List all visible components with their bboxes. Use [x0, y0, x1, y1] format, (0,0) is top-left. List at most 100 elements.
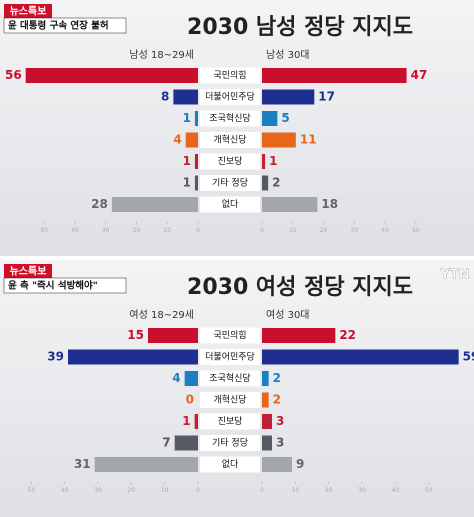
value-label: 1 — [183, 154, 191, 168]
banner-tag: 뉴스특보 — [10, 6, 47, 18]
banner-tag-bg — [4, 4, 52, 18]
bar — [94, 457, 198, 472]
bar — [185, 132, 198, 148]
x-tick-label: 10 — [161, 487, 169, 494]
value-label: 3 — [276, 436, 284, 450]
banner-headline-bg — [3, 17, 127, 34]
bar — [111, 197, 198, 212]
x-tick-label: 40 — [381, 227, 389, 234]
divider — [0, 256, 474, 260]
value-label: 8 — [161, 90, 169, 104]
bar — [262, 89, 315, 105]
category-label: 조국혁신당 — [209, 113, 250, 124]
bar — [262, 414, 272, 429]
category-label: 더불어민주당 — [205, 92, 255, 103]
bar — [262, 435, 272, 451]
value-label: 1 — [269, 154, 277, 168]
series-name: 여성 18~29세 — [129, 309, 194, 321]
bar — [184, 371, 198, 386]
bar — [194, 175, 198, 191]
panel-bg — [0, 260, 474, 517]
x-tick-label: 40 — [71, 227, 79, 234]
value-label: 2 — [273, 371, 281, 385]
chart-title: 2030 여성 정당 지지도 — [187, 275, 413, 300]
bar — [174, 435, 198, 451]
panel-bg — [0, 0, 474, 256]
x-tick-label: 0 — [196, 487, 200, 494]
value-label: 3 — [276, 414, 284, 428]
category-box — [200, 196, 260, 213]
banner-tag-bg — [4, 264, 52, 278]
x-tick-label: 0 — [196, 227, 200, 234]
x-tick-label: 50 — [412, 227, 420, 234]
value-label: 1 — [183, 176, 191, 190]
series-name: 남성 18~29세 — [129, 49, 194, 61]
bar — [262, 457, 292, 472]
x-tick-label: 50 — [40, 227, 48, 234]
x-tick-label: 10 — [289, 227, 297, 234]
bar — [25, 68, 199, 83]
bar — [262, 154, 266, 169]
value-label: 0 — [186, 393, 194, 407]
value-label: 28 — [91, 197, 108, 211]
value-label: 39 — [47, 350, 64, 364]
category-label: 더불어민주당 — [205, 352, 255, 363]
category-label: 기타 정당 — [212, 438, 248, 449]
category-box — [200, 175, 260, 191]
chart-title: 2030 남성 정당 지지도 — [187, 15, 413, 40]
value-label: 47 — [411, 68, 428, 82]
category-label: 진보당 — [218, 156, 243, 167]
category-box — [200, 370, 260, 387]
x-tick-label: 20 — [133, 227, 141, 234]
x-tick-label: 40 — [392, 487, 400, 494]
category-label: 기타 정당 — [212, 178, 248, 189]
value-label: 1 — [183, 111, 191, 125]
x-tick-label: 20 — [320, 227, 328, 234]
bar — [194, 111, 198, 126]
category-label: 진보당 — [218, 416, 243, 427]
bar — [262, 68, 407, 83]
x-tick-label: 50 — [28, 487, 36, 494]
x-tick-label: 30 — [94, 487, 102, 494]
x-tick-label: 20 — [325, 487, 333, 494]
category-box — [200, 153, 260, 170]
value-label: 2 — [273, 393, 281, 407]
value-label: 4 — [173, 133, 181, 147]
value-label: 5 — [281, 111, 289, 125]
x-tick-label: 30 — [102, 227, 110, 234]
bar — [262, 392, 269, 408]
x-tick-label: 30 — [358, 487, 366, 494]
logo: YTN — [439, 268, 469, 283]
series-name: 남성 30대 — [266, 49, 310, 61]
category-label: 없다 — [222, 199, 239, 210]
banner-headline: 윤 대통령 구속 연장 불허 — [8, 20, 109, 32]
category-box — [200, 89, 260, 105]
x-tick-label: 0 — [260, 227, 264, 234]
x-tick-label: 40 — [61, 487, 69, 494]
value-label: 2 — [272, 176, 280, 190]
bar — [262, 328, 336, 343]
value-label: 11 — [300, 133, 317, 147]
category-box — [200, 349, 260, 365]
category-label: 개혁신당 — [213, 395, 246, 406]
banner-headline: 윤 측 "즉시 석방해야" — [8, 280, 98, 292]
value-label: 4 — [172, 371, 180, 385]
category-box — [200, 456, 260, 473]
x-tick-label: 30 — [350, 227, 358, 234]
category-box — [200, 110, 260, 127]
category-label: 국민의힘 — [213, 70, 246, 81]
value-label: 7 — [162, 436, 170, 450]
category-label: 조국혁신당 — [209, 373, 250, 384]
bar — [262, 197, 318, 212]
value-label: 1 — [182, 414, 190, 428]
category-box — [200, 435, 260, 451]
category-box — [200, 67, 260, 84]
value-label: 15 — [127, 328, 144, 342]
bar — [148, 328, 198, 343]
x-tick-label: 50 — [425, 487, 433, 494]
bar — [194, 154, 198, 169]
category-box — [200, 392, 260, 408]
bar — [262, 175, 269, 191]
x-tick-label: 10 — [163, 227, 171, 234]
